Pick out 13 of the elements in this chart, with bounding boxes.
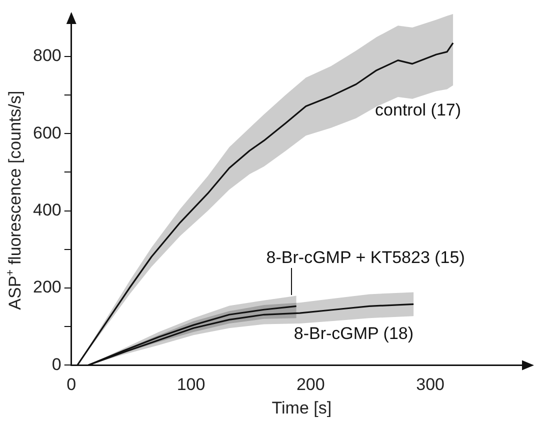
text: 8-Br-cGMP + KT5823 (15) <box>266 248 465 267</box>
x-tick-label: 100 <box>176 375 206 394</box>
y-tick-label: 0 <box>52 354 62 374</box>
y-tick-label: 600 <box>32 123 62 142</box>
y-tick-label: 800 <box>32 46 62 66</box>
x-axis-title: Time [s] <box>272 398 332 418</box>
series-label: 8-Br-cGMP (18) <box>294 324 414 343</box>
x-tick-label: 0 <box>66 375 76 394</box>
x-tick-label: 200 <box>296 375 325 394</box>
y-tick-label: 200 <box>32 278 62 297</box>
x-tick-label: 300 <box>416 375 444 394</box>
series-label: control (17) <box>375 100 462 120</box>
y-tick-label: 400 <box>32 200 62 220</box>
